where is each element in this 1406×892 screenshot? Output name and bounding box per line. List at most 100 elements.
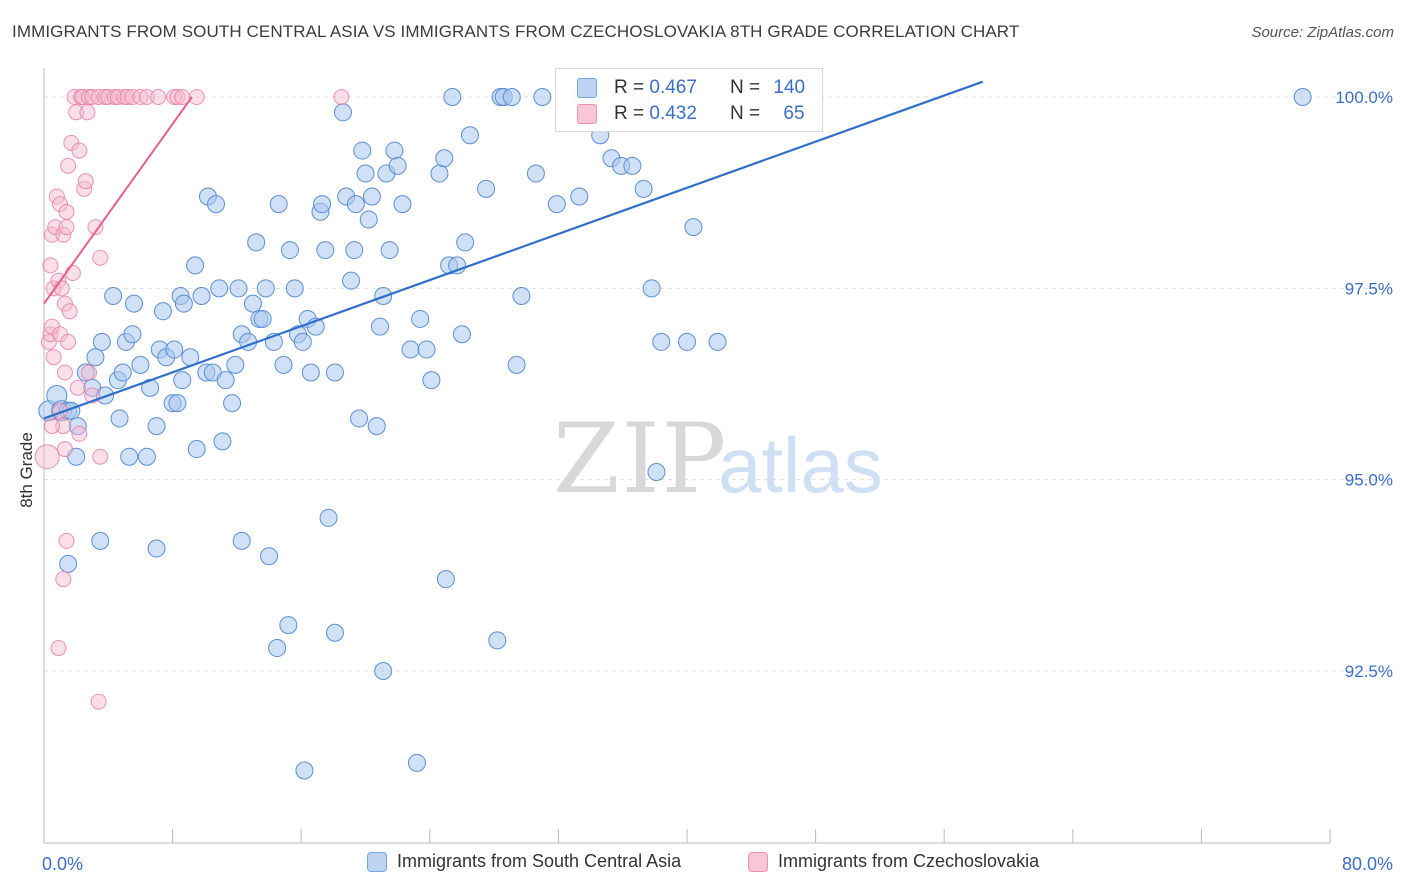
data-point-south-central-asia	[123, 325, 142, 344]
stats-r-label: R =	[614, 103, 645, 124]
data-point-south-central-asia	[708, 332, 727, 351]
y-tick-label: 100.0%	[1335, 88, 1393, 107]
data-point-south-central-asia	[213, 432, 232, 451]
data-point-south-central-asia	[443, 88, 462, 106]
data-point-czechoslovakia	[60, 157, 77, 174]
data-point-czechoslovakia	[81, 364, 98, 381]
data-point-south-central-asia	[374, 662, 393, 680]
data-point-south-central-asia	[174, 294, 193, 313]
data-point-south-central-asia	[207, 195, 226, 214]
data-point-czechoslovakia	[71, 142, 88, 159]
data-point-south-central-asia	[460, 126, 479, 145]
data-point-czechoslovakia	[87, 219, 104, 236]
watermark-zip: ZIP	[553, 403, 728, 515]
data-point-czechoslovakia	[55, 571, 72, 588]
data-point-czechoslovakia	[119, 89, 136, 105]
data-point-south-central-asia	[316, 241, 335, 260]
stats-swatch-pink	[577, 104, 597, 124]
data-point-south-central-asia	[411, 309, 430, 328]
data-point-czechoslovakia	[60, 333, 77, 350]
data-point-czechoslovakia	[64, 265, 81, 282]
data-point-south-central-asia	[385, 141, 404, 160]
y-tick-label: 97.5%	[1345, 279, 1393, 298]
data-point-south-central-asia	[547, 195, 566, 214]
source-label: Source: ZipAtlas.com	[1251, 24, 1394, 41]
legend-item-south-central-asia[interactable]: Immigrants from South Central Asia	[367, 851, 681, 872]
data-point-south-central-asia	[91, 531, 110, 550]
data-point-south-central-asia	[362, 187, 381, 206]
data-point-south-central-asia	[634, 179, 653, 198]
data-point-czechoslovakia	[42, 257, 59, 274]
data-point-south-central-asia	[256, 279, 275, 298]
data-point-czechoslovakia	[58, 203, 75, 220]
data-point-south-central-asia	[512, 286, 531, 305]
data-point-south-central-asia	[507, 355, 526, 374]
stats-r-label: R =	[614, 77, 645, 98]
data-point-czechoslovakia	[58, 532, 75, 549]
data-point-south-central-asia	[226, 355, 245, 374]
data-point-south-central-asia	[388, 156, 407, 175]
data-point-south-central-asia	[407, 753, 426, 772]
data-point-south-central-asia	[113, 363, 132, 382]
data-point-south-central-asia	[120, 447, 139, 466]
data-point-south-central-asia	[684, 218, 703, 237]
legend-swatch-blue	[367, 851, 387, 872]
legend-item-czechoslovakia[interactable]: Immigrants from Czechoslovakia	[748, 851, 1039, 872]
data-point-czechoslovakia	[58, 219, 75, 236]
data-point-south-central-asia	[353, 141, 372, 160]
data-point-czechoslovakia	[333, 89, 350, 105]
data-point-czechoslovakia	[71, 425, 88, 442]
data-point-south-central-asia	[147, 539, 166, 558]
stats-r-value: 0.432	[649, 103, 697, 124]
data-point-south-central-asia	[186, 256, 205, 275]
data-point-czechoslovakia	[74, 89, 91, 105]
data-point-south-central-asia	[526, 164, 545, 183]
data-point-south-central-asia	[367, 417, 386, 436]
trend-line-south-central-asia	[43, 80, 984, 420]
data-point-south-central-asia	[401, 340, 420, 359]
data-point-south-central-asia	[168, 394, 187, 413]
watermark: ZIP atlas	[553, 403, 883, 515]
data-point-czechoslovakia	[50, 640, 67, 657]
trend-line-czechoslovakia	[43, 96, 193, 305]
data-point-south-central-asia	[268, 639, 287, 658]
data-point-south-central-asia	[456, 233, 475, 252]
legend-swatch-pink	[748, 851, 768, 872]
data-point-south-central-asia	[274, 355, 293, 374]
data-point-czechoslovakia	[79, 104, 96, 121]
data-point-south-central-asia	[243, 294, 262, 313]
y-tick-label: 95.0%	[1345, 471, 1393, 490]
data-point-south-central-asia	[477, 179, 496, 198]
data-point-czechoslovakia	[77, 173, 94, 190]
chart-title: IMMIGRANTS FROM SOUTH CENTRAL ASIA VS IM…	[12, 22, 1020, 41]
data-point-south-central-asia	[110, 409, 129, 428]
tick-labels: 92.5% 95.0% 97.5% 100.0% 0.0% 80.0%	[42, 88, 1393, 874]
data-point-south-central-asia	[104, 286, 123, 305]
data-point-south-central-asia	[153, 302, 172, 321]
data-point-czechoslovakia	[188, 89, 205, 105]
data-point-czechoslovakia	[56, 441, 73, 458]
stats-n-label: N =	[730, 77, 761, 98]
data-point-south-central-asia	[279, 616, 298, 635]
data-point-czechoslovakia	[100, 89, 117, 105]
data-point-south-central-asia	[192, 286, 211, 305]
data-point-south-central-asia	[678, 332, 696, 351]
data-point-czechoslovakia	[109, 89, 126, 105]
data-point-czechoslovakia	[53, 280, 70, 297]
data-point-south-central-asia	[137, 447, 156, 466]
data-point-czechoslovakia	[132, 89, 149, 105]
data-point-south-central-asia	[570, 187, 589, 206]
series-czechoslovakia	[34, 89, 350, 710]
data-point-south-central-asia	[350, 409, 369, 428]
gridlines	[44, 96, 1396, 672]
stats-swatch-blue	[577, 78, 597, 98]
data-point-south-central-asia	[436, 570, 455, 589]
data-point-south-central-asia	[293, 332, 312, 351]
data-point-south-central-asia	[647, 463, 666, 482]
data-point-south-central-asia	[147, 417, 166, 436]
data-point-south-central-asia	[370, 317, 389, 336]
data-point-south-central-asia	[173, 371, 192, 390]
data-point-czechoslovakia	[45, 349, 62, 366]
data-point-south-central-asia	[488, 631, 507, 650]
